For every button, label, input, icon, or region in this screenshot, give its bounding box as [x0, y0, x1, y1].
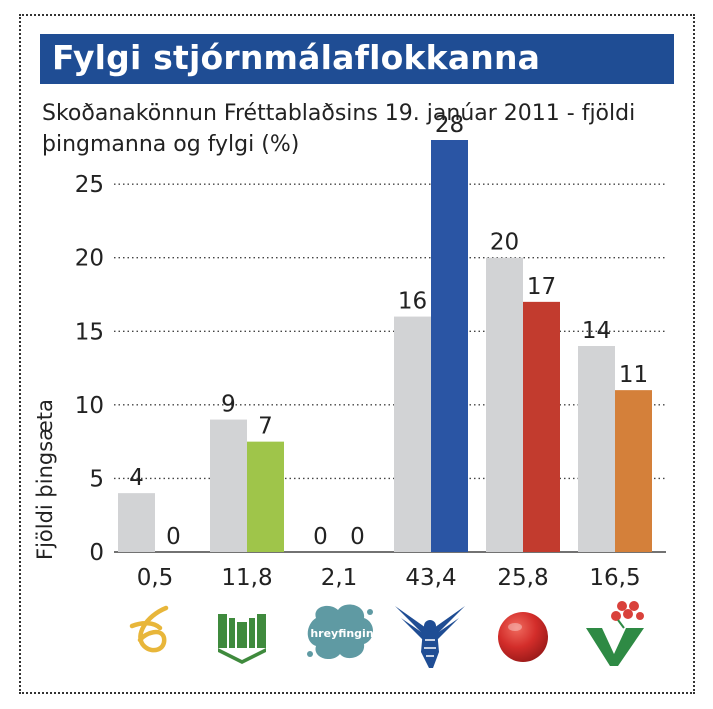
bar-label-current: 28	[435, 112, 464, 138]
frjalslyndi-flokkurinn-logo-icon	[129, 605, 169, 653]
x-tick-label: 11,8	[221, 565, 272, 591]
bar-label-previous: 4	[129, 465, 144, 491]
title-bar: Fylgi stjórnmálaflokkanna	[40, 34, 674, 84]
vinstri-graen-logo-icon	[218, 614, 266, 664]
bar-previous	[394, 316, 431, 552]
y-tick-label: 5	[89, 466, 104, 492]
x-tick-label: 43,4	[405, 565, 456, 591]
bar-label-previous: 14	[582, 318, 611, 344]
bar-current	[615, 390, 652, 552]
grid-lines	[114, 183, 666, 553]
bar-label-current: 0	[350, 524, 365, 550]
chart-subtitle: Skoðanakönnun Fréttablaðsins 19. janúar …	[42, 101, 636, 157]
bar-label-current: 11	[619, 362, 648, 388]
hreyfingin-logo-icon: hreyfingin	[307, 604, 374, 660]
y-tick-label: 10	[75, 393, 104, 419]
y-tick-label: 20	[75, 246, 104, 272]
bar-previous	[118, 493, 155, 552]
y-tick-label: 25	[75, 172, 104, 198]
chart-title: Fylgi stjórnmálaflokkanna	[52, 38, 541, 77]
x-tick-label: 16,5	[589, 565, 640, 591]
bar-previous	[486, 257, 523, 552]
bar-previous	[578, 346, 615, 552]
bar-label-current: 0	[166, 524, 181, 550]
bar-label-current: 7	[258, 414, 273, 440]
sjalfstaedisflokkurinn-falcon-logo-icon	[395, 606, 465, 668]
dotted-frame	[19, 14, 695, 694]
bar-previous	[210, 419, 247, 552]
bar-label-current: 17	[527, 274, 556, 300]
samfylkingin-rose-logo-icon	[498, 612, 548, 662]
bar-label-previous: 9	[221, 392, 236, 418]
framsoknarflokkurinn-logo-icon	[586, 601, 644, 666]
bar-current	[431, 140, 468, 552]
y-tick-label: 0	[89, 540, 104, 566]
bar-current	[247, 441, 284, 552]
bar-label-previous: 16	[398, 289, 427, 315]
x-tick-label: 2,1	[321, 565, 358, 591]
bar-label-previous: 0	[313, 524, 328, 550]
y-tick-labels: 0 5 10 15 20 25	[75, 172, 104, 566]
hreyfingin-logo-text: hreyfingin	[310, 627, 373, 640]
y-axis-label: Fjöldi þingsæta	[33, 399, 57, 560]
bars	[118, 140, 652, 552]
x-tick-labels: 0,5 11,8 2,1 43,4 25,8 16,5	[137, 565, 641, 591]
x-tick-label: 25,8	[497, 565, 548, 591]
bar-label-previous: 20	[490, 230, 519, 256]
bar-current	[523, 301, 560, 552]
y-tick-label: 15	[75, 319, 104, 345]
x-tick-label: 0,5	[137, 565, 174, 591]
